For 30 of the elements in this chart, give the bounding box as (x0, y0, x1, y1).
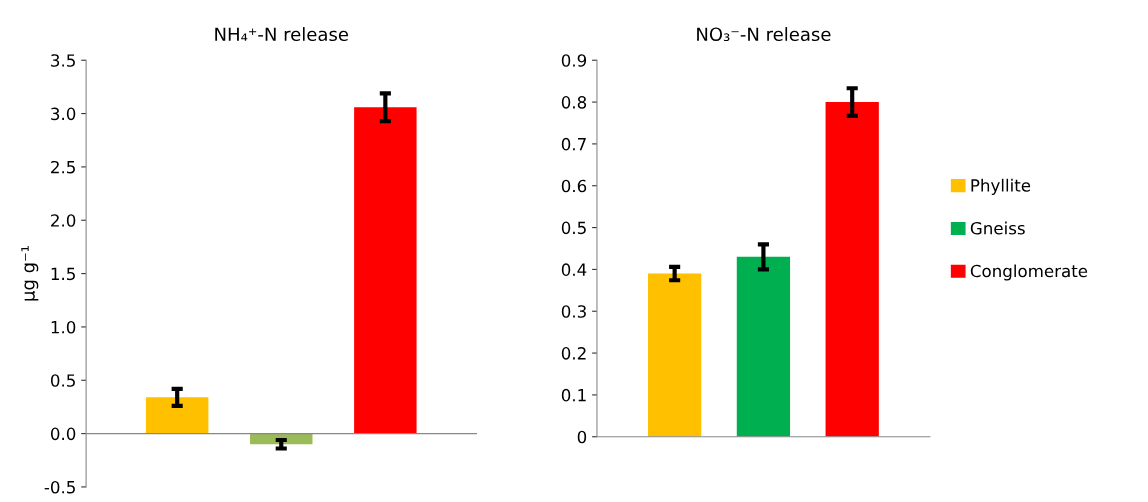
y-tick-label: 3.0 (51, 107, 76, 121)
y-tick-label: 0.4 (561, 263, 587, 276)
legend-label: Phyllite (971, 178, 1031, 195)
y-axis-title: μg g⁻¹ (21, 246, 39, 301)
y-tick-label: 0.5 (561, 221, 586, 235)
y-tick-label: 0.6 (561, 179, 587, 193)
y-tick-label: 0.1 (561, 388, 586, 402)
y-tick-label: 0.7 (561, 137, 586, 151)
y-tick-label: 0.3 (561, 305, 586, 318)
y-tick-label: 0.8 (561, 96, 587, 109)
chart-title: NO₃⁻-N release (697, 27, 831, 42)
bar (145, 397, 209, 434)
y-tick-label: 0.9 (561, 54, 587, 67)
y-tick-label: 2.5 (51, 160, 75, 174)
bar (736, 256, 791, 437)
legend-label: Conglomerate (970, 264, 1088, 281)
y-tick-label: 2.0 (51, 214, 76, 227)
y-tick-label: 0.5 (50, 374, 75, 387)
y-tick-label: 1.0 (51, 320, 76, 334)
y-tick-label: -0.5 (44, 480, 75, 494)
y-tick-label: 3.5 (51, 54, 75, 67)
y-tick-label: 0.2 (561, 347, 586, 360)
chart-title: NH₄⁺-N release (215, 27, 349, 42)
bar (354, 107, 417, 434)
legend-label: Gneiss (970, 221, 1025, 235)
bar (648, 273, 702, 437)
bar (825, 102, 879, 437)
y-tick-label: 0 (577, 430, 587, 444)
y-tick-label: 0.0 (50, 427, 76, 441)
y-tick-label: 1.5 (51, 267, 75, 281)
